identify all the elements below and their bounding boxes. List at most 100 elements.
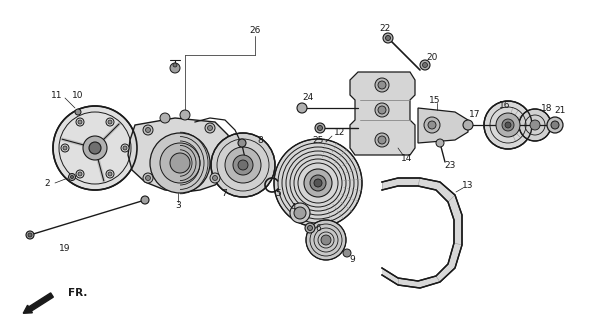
- Circle shape: [306, 220, 346, 260]
- Circle shape: [146, 127, 150, 132]
- Text: 24: 24: [302, 92, 314, 101]
- Circle shape: [108, 120, 112, 124]
- Circle shape: [225, 147, 261, 183]
- Text: 5: 5: [275, 188, 281, 197]
- Text: 6: 6: [315, 223, 321, 233]
- Circle shape: [378, 81, 386, 89]
- Circle shape: [297, 103, 307, 113]
- Circle shape: [75, 109, 81, 115]
- Circle shape: [519, 109, 551, 141]
- Circle shape: [290, 203, 310, 223]
- Circle shape: [238, 139, 246, 147]
- Circle shape: [26, 231, 34, 239]
- Circle shape: [238, 160, 248, 170]
- Circle shape: [123, 146, 127, 150]
- Circle shape: [207, 125, 213, 131]
- Polygon shape: [418, 108, 468, 143]
- Text: 14: 14: [402, 154, 413, 163]
- Circle shape: [484, 101, 532, 149]
- Text: 10: 10: [72, 91, 84, 100]
- Circle shape: [386, 36, 390, 41]
- Circle shape: [375, 103, 389, 117]
- Circle shape: [383, 33, 393, 43]
- Circle shape: [213, 175, 217, 180]
- Circle shape: [294, 207, 306, 219]
- Circle shape: [143, 125, 153, 135]
- Circle shape: [420, 60, 430, 70]
- Circle shape: [170, 153, 190, 173]
- Circle shape: [436, 139, 444, 147]
- Text: 16: 16: [499, 100, 511, 109]
- Circle shape: [150, 133, 210, 193]
- Circle shape: [63, 146, 67, 150]
- Text: 11: 11: [51, 91, 63, 100]
- Circle shape: [160, 113, 170, 123]
- Circle shape: [305, 223, 315, 233]
- Text: 19: 19: [59, 244, 71, 252]
- Circle shape: [502, 119, 514, 131]
- Circle shape: [315, 123, 325, 133]
- Circle shape: [274, 139, 362, 227]
- Text: 20: 20: [426, 52, 438, 61]
- Circle shape: [76, 170, 84, 178]
- Text: 21: 21: [554, 106, 565, 115]
- Text: 13: 13: [462, 180, 474, 189]
- Polygon shape: [128, 118, 232, 192]
- Circle shape: [71, 175, 74, 179]
- Text: 23: 23: [444, 161, 456, 170]
- Circle shape: [106, 170, 114, 178]
- Circle shape: [210, 173, 220, 183]
- Circle shape: [141, 196, 149, 204]
- Circle shape: [547, 117, 563, 133]
- Polygon shape: [382, 178, 462, 288]
- Text: 17: 17: [469, 109, 481, 118]
- Text: 7: 7: [221, 188, 227, 197]
- Circle shape: [308, 226, 312, 230]
- Circle shape: [143, 173, 153, 183]
- Circle shape: [170, 63, 180, 73]
- Text: 3: 3: [175, 201, 181, 210]
- Text: 4: 4: [290, 203, 296, 212]
- Circle shape: [173, 63, 177, 67]
- Circle shape: [318, 125, 323, 131]
- Circle shape: [160, 143, 200, 183]
- Circle shape: [211, 133, 275, 197]
- Circle shape: [375, 78, 389, 92]
- Text: 22: 22: [380, 23, 391, 33]
- FancyArrow shape: [23, 293, 53, 313]
- Text: 25: 25: [312, 135, 324, 145]
- Circle shape: [496, 113, 520, 137]
- Circle shape: [378, 106, 386, 114]
- Circle shape: [233, 155, 253, 175]
- Circle shape: [505, 122, 511, 128]
- Circle shape: [68, 173, 75, 180]
- Circle shape: [108, 172, 112, 176]
- Text: 18: 18: [541, 103, 553, 113]
- Circle shape: [89, 142, 101, 154]
- Circle shape: [28, 233, 32, 237]
- Circle shape: [378, 136, 386, 144]
- Circle shape: [78, 172, 82, 176]
- Text: 9: 9: [349, 255, 355, 265]
- Circle shape: [530, 120, 540, 130]
- Circle shape: [422, 62, 428, 68]
- Circle shape: [463, 120, 473, 130]
- Circle shape: [78, 120, 82, 124]
- Circle shape: [321, 235, 331, 245]
- Circle shape: [551, 121, 559, 129]
- Text: FR.: FR.: [68, 288, 87, 298]
- Text: 8: 8: [257, 135, 263, 145]
- Circle shape: [146, 175, 150, 180]
- Circle shape: [76, 118, 84, 126]
- Circle shape: [304, 169, 332, 197]
- Circle shape: [375, 133, 389, 147]
- Circle shape: [343, 249, 351, 257]
- Circle shape: [180, 110, 190, 120]
- Polygon shape: [350, 72, 415, 155]
- Circle shape: [61, 144, 69, 152]
- Circle shape: [53, 106, 137, 190]
- Circle shape: [428, 121, 436, 129]
- Text: 2: 2: [44, 179, 50, 188]
- Circle shape: [314, 179, 322, 187]
- Circle shape: [310, 175, 326, 191]
